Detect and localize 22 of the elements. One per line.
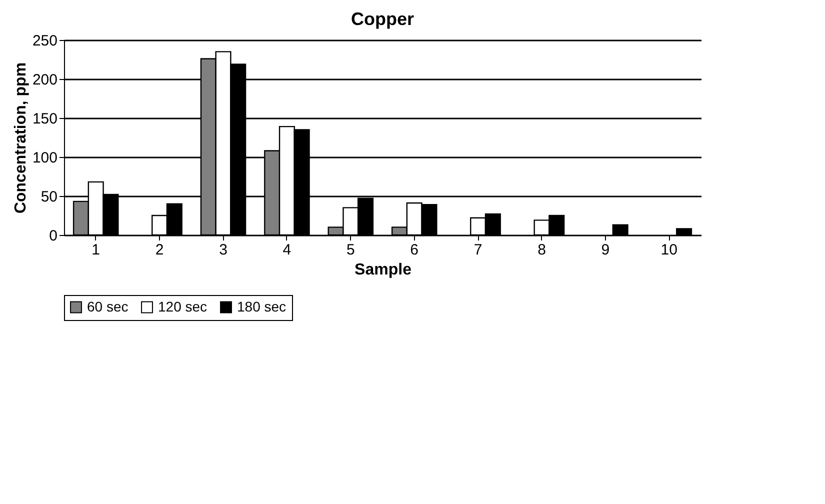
x-axis-title: Sample (354, 262, 412, 278)
x-tick-label: 3 (219, 242, 228, 258)
y-tick-label: 50 (40, 188, 58, 206)
legend-label: 180 sec (237, 298, 286, 314)
y-tick-label: 200 (32, 72, 58, 88)
x-tick-label: 5 (346, 242, 355, 258)
x-tick-label: 2 (155, 242, 164, 258)
y-tick-label: 100 (32, 150, 58, 166)
x-tick-label: 4 (282, 242, 292, 258)
x-tick-label: 1 (92, 242, 100, 258)
y-axis-title: Concentration, ppm (12, 62, 30, 214)
legend-label: 120 sec (158, 298, 208, 314)
x-tick-label: 8 (538, 242, 546, 258)
x-tick-label: 9 (601, 242, 610, 258)
x-tick-label: 10 (660, 242, 678, 258)
y-tick-label: 150 (32, 110, 58, 128)
y-tick-label: 0 (49, 228, 58, 244)
x-tick-label: 6 (410, 242, 419, 258)
legend-label: 60 sec (87, 298, 128, 314)
x-tick-label: 7 (474, 242, 482, 258)
y-tick-label: 250 (32, 32, 58, 50)
chart-title: Copper (351, 9, 414, 29)
